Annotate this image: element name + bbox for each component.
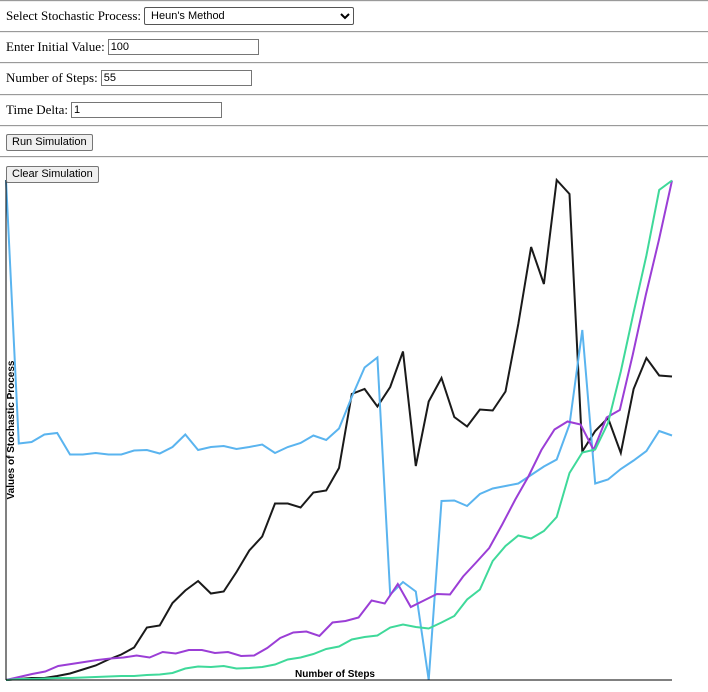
divider bbox=[0, 31, 708, 33]
simulation-chart: Number of Steps Values of Stochastic Pro… bbox=[5, 177, 673, 681]
steps-row: Number of Steps: bbox=[6, 68, 252, 88]
delta-row: Time Delta: bbox=[6, 100, 222, 120]
series-layer bbox=[5, 177, 673, 681]
y-axis-label: Values of Stochastic Process bbox=[6, 360, 17, 499]
initial-value-input[interactable] bbox=[107, 39, 259, 55]
x-axis-label: Number of Steps bbox=[295, 669, 375, 680]
divider bbox=[0, 125, 708, 127]
initial-row: Enter Initial Value: bbox=[6, 37, 259, 57]
series-line-2 bbox=[5, 179, 673, 681]
run-row: Run Simulation bbox=[6, 132, 93, 152]
divider bbox=[0, 156, 708, 158]
process-select[interactable]: Heun's Method bbox=[144, 7, 355, 25]
series-line-3 bbox=[5, 180, 673, 681]
clear-row: Clear Simulation bbox=[6, 164, 99, 184]
process-row: Select Stochastic Process: Heun's Method bbox=[6, 6, 355, 26]
steps-label: Number of Steps: bbox=[6, 70, 98, 85]
time-delta-input[interactable] bbox=[71, 102, 222, 118]
time-delta-label: Time Delta: bbox=[6, 102, 68, 117]
clear-simulation-button[interactable]: Clear Simulation bbox=[6, 165, 99, 183]
divider bbox=[0, 0, 708, 2]
series-line-4 bbox=[5, 179, 673, 681]
series-line-1 bbox=[5, 177, 673, 681]
initial-value-label: Enter Initial Value: bbox=[6, 39, 105, 54]
run-simulation-button[interactable]: Run Simulation bbox=[6, 133, 93, 151]
divider bbox=[0, 94, 708, 96]
divider bbox=[0, 62, 708, 64]
steps-input[interactable] bbox=[100, 70, 252, 86]
process-label: Select Stochastic Process: bbox=[6, 8, 142, 23]
